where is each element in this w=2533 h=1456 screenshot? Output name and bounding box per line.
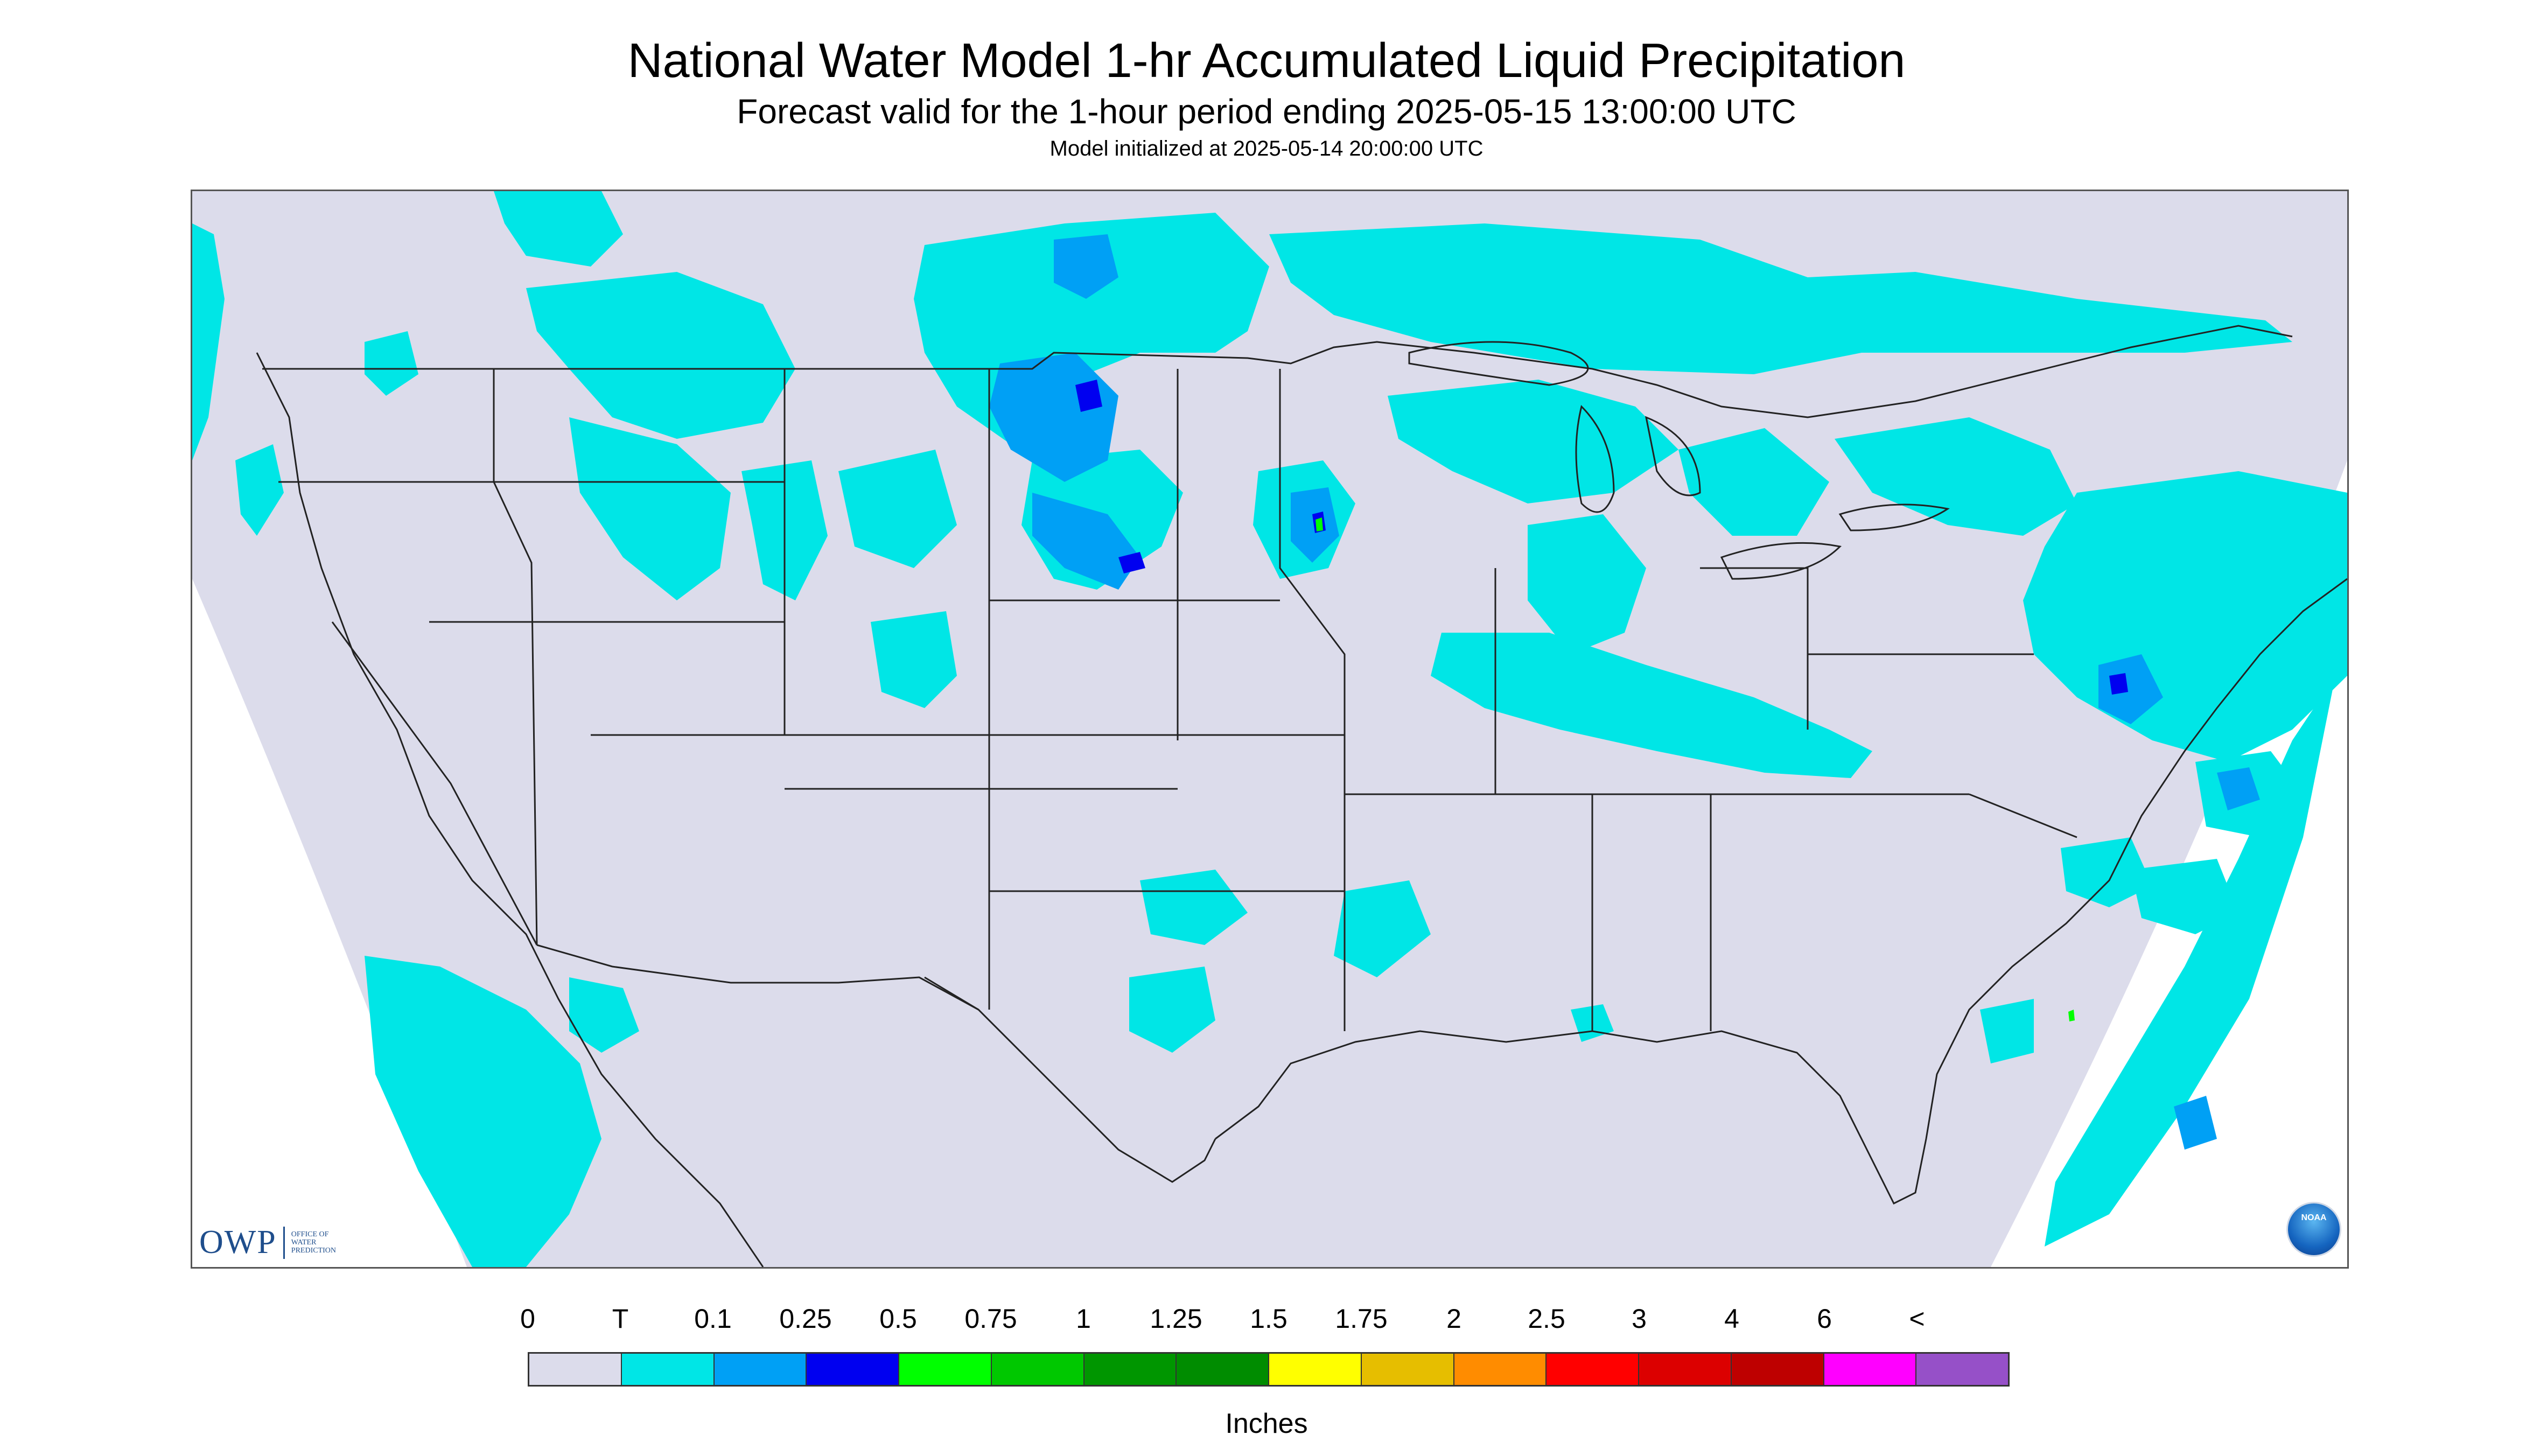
legend-tick-label: 3 <box>1632 1304 1647 1334</box>
political-boundaries <box>256 325 2347 1267</box>
legend-swatch <box>1731 1354 1824 1385</box>
precip-moderate-areas <box>1075 380 2128 695</box>
map-title: National Water Model 1-hr Accumulated Li… <box>627 34 1906 88</box>
legend-swatch <box>807 1354 899 1385</box>
legend-swatch <box>529 1354 622 1385</box>
legend-tick-label: 2 <box>1446 1304 1461 1334</box>
legend-tick-label: 1.75 <box>1335 1304 1388 1334</box>
legend-tick-label: 6 <box>1817 1304 1832 1334</box>
precip-heavy-areas <box>1316 517 2075 1021</box>
legend-swatch <box>621 1354 715 1385</box>
legend-tick-label: 0.5 <box>879 1304 917 1334</box>
legend-swatch <box>714 1354 807 1385</box>
owp-logo-subtext: OFFICE OF WATER PREDICTION <box>291 1230 336 1255</box>
legend-swatch <box>1547 1354 1639 1385</box>
legend-tick-label: 0.1 <box>694 1304 732 1334</box>
legend-swatch <box>1916 1354 2008 1385</box>
legend-tick-label: 2.5 <box>1528 1304 1565 1334</box>
legend-tick-label: 1 <box>1076 1304 1091 1334</box>
legend-unit-label: Inches <box>1225 1408 1308 1439</box>
legend-swatch <box>1361 1354 1454 1385</box>
precip-light-areas <box>989 234 2260 1150</box>
legend-tick-label: 1.5 <box>1250 1304 1288 1334</box>
owp-subtext-line: PREDICTION <box>291 1247 337 1255</box>
legend-swatch <box>1177 1354 1269 1385</box>
legend-tick-label: 0.25 <box>779 1304 832 1334</box>
legend-swatch <box>1269 1354 1362 1385</box>
legend-swatch <box>899 1354 992 1385</box>
legend-swatch <box>1084 1354 1177 1385</box>
legend-swatch <box>991 1354 1084 1385</box>
legend-swatch <box>1639 1354 1732 1385</box>
owp-logo-mark: OWP <box>199 1224 277 1261</box>
legend-swatch <box>1454 1354 1547 1385</box>
legend-tick-label: < <box>1909 1304 1925 1334</box>
legend-tick-label: 0.75 <box>964 1304 1017 1334</box>
legend-labels: 0 T 0.1 0.25 0.5 0.75 1 1.25 1.5 1.75 2 2.5 3 4 6 < <box>518 1303 2010 1341</box>
legend-tick-label: 0 <box>520 1304 535 1334</box>
precipitation-map <box>191 190 2349 1269</box>
map-canvas <box>192 191 2347 1267</box>
legend-swatch <box>1824 1354 1917 1385</box>
precip-trace-areas <box>192 191 2347 1267</box>
owp-logo-divider <box>283 1226 285 1259</box>
legend-tick-label: 1.25 <box>1150 1304 1202 1334</box>
model-domain <box>192 191 2347 1267</box>
model-init-text: Model initialized at 2025-05-14 20:00:00… <box>1049 137 1484 160</box>
legend-color-bar <box>528 1352 2010 1387</box>
legend-tick-label: 4 <box>1724 1304 1739 1334</box>
legend-tick-label: T <box>612 1304 629 1334</box>
owp-subtext-line: OFFICE OF <box>291 1230 329 1238</box>
owp-subtext-line: WATER <box>291 1238 317 1247</box>
map-subtitle: Forecast valid for the 1-hour period end… <box>737 92 1796 131</box>
owp-logo: OWP OFFICE OF WATER PREDICTION <box>199 1223 336 1262</box>
noaa-logo: NOAA <box>2286 1202 2341 1257</box>
noaa-logo-text: NOAA <box>2301 1213 2327 1222</box>
